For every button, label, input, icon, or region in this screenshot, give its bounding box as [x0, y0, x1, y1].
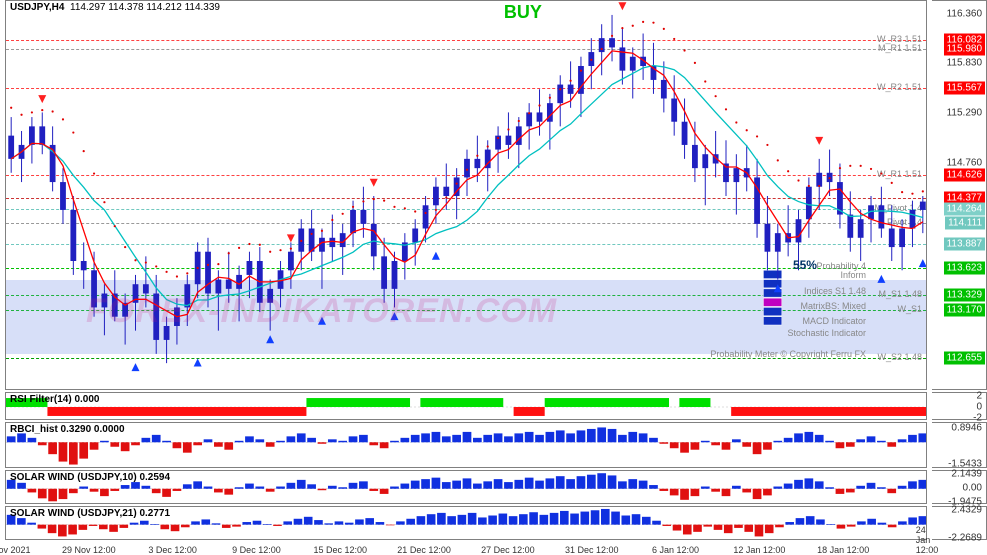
price-level-box: 112.655	[944, 352, 985, 365]
rsi-yaxis: 20-2	[932, 392, 987, 420]
ytick: 116.360	[947, 9, 982, 20]
ytick: 2.4329	[951, 505, 982, 516]
xtick: 3 Dec 12:00	[148, 545, 197, 555]
solar-wind-1-yaxis: 2.14390.00-1.9475	[932, 470, 987, 504]
ohlc: 114.297 114.378 114.212 114.339	[70, 2, 220, 13]
rbci-panel: RBCI_hist 0.3290 0.0000	[5, 422, 927, 468]
price-level-box: 113.887	[944, 237, 985, 250]
rsi-panel: RSI Filter(14) 0.000	[5, 392, 927, 420]
solar-wind-1-panel: SOLAR WIND (USDJPY,10) 0.2594	[5, 470, 927, 504]
price-level-box: 115.980	[944, 43, 985, 56]
rsi-svg	[6, 393, 927, 420]
xtick: 21 Dec 12:00	[397, 545, 451, 555]
ytick: 0	[976, 402, 982, 413]
xtick: 27 Dec 12:00	[481, 545, 535, 555]
sw1-title: SOLAR WIND (USDJPY,10) 0.2594	[10, 472, 170, 483]
sw2-title: SOLAR WIND (USDJPY,21) 0.2771	[10, 508, 170, 519]
price-level-box: 113.170	[944, 304, 985, 317]
price-svg	[6, 1, 927, 390]
signal-label: BUY	[504, 2, 542, 23]
ytick: 115.290	[947, 108, 982, 119]
ytick: 0.00	[963, 483, 982, 494]
xtick: 15 Dec 12:00	[313, 545, 367, 555]
main-yaxis: 116.360115.830115.290114.760116.082115.9…	[932, 0, 987, 390]
price-level-box: 113.329	[944, 289, 985, 302]
solar-wind-2-yaxis: 2.4329 -2.2689	[932, 506, 987, 540]
price-level-box: 114.264	[944, 202, 985, 215]
xtick: 18 Jan 12:00	[817, 545, 869, 555]
price-level-box: 113.623	[944, 262, 985, 275]
rsi-title: RSI Filter(14) 0.000	[10, 394, 99, 405]
solar-wind-2-panel: SOLAR WIND (USDJPY,21) 0.2771	[5, 506, 927, 540]
xtick: 6 Jan 12:00	[652, 545, 699, 555]
xtick: 23 Nov 2021	[0, 545, 31, 555]
symbol-header: USDJPY,H4 114.297 114.378 114.212 114.33…	[10, 2, 220, 13]
ytick: 114.760	[947, 157, 982, 168]
rbci-yaxis: 0.8946-1.5433	[932, 422, 987, 468]
xtick: 9 Dec 12:00	[232, 545, 281, 555]
ytick: -2.2689	[948, 532, 982, 543]
main-price-panel: USDJPY,H4 114.297 114.378 114.212 114.33…	[5, 0, 927, 390]
probability-pct: 55%	[793, 258, 817, 272]
symbol-tf: USDJPY,H4	[10, 2, 64, 13]
price-level-box: 114.111	[945, 216, 985, 229]
time-axis: 23 Nov 202129 Nov 12:003 Dec 12:009 Dec …	[5, 541, 927, 555]
ytick: 2.1439	[951, 469, 982, 480]
price-level-box: 114.626	[944, 169, 985, 182]
watermark: FOREX-INDIKATOREN.COM	[86, 292, 557, 331]
xtick: 24 Jan 12:00	[916, 525, 939, 555]
xtick: 12 Jan 12:00	[733, 545, 785, 555]
rbci-title: RBCI_hist 0.3290 0.0000	[10, 424, 125, 435]
xtick: 31 Dec 12:00	[565, 545, 619, 555]
ytick: 0.8946	[951, 422, 982, 433]
ytick: 2	[976, 390, 982, 401]
ytick: 115.830	[947, 58, 982, 69]
xtick: 29 Nov 12:00	[62, 545, 116, 555]
price-level-box: 115.567	[944, 81, 985, 94]
rbci-svg	[6, 423, 927, 468]
